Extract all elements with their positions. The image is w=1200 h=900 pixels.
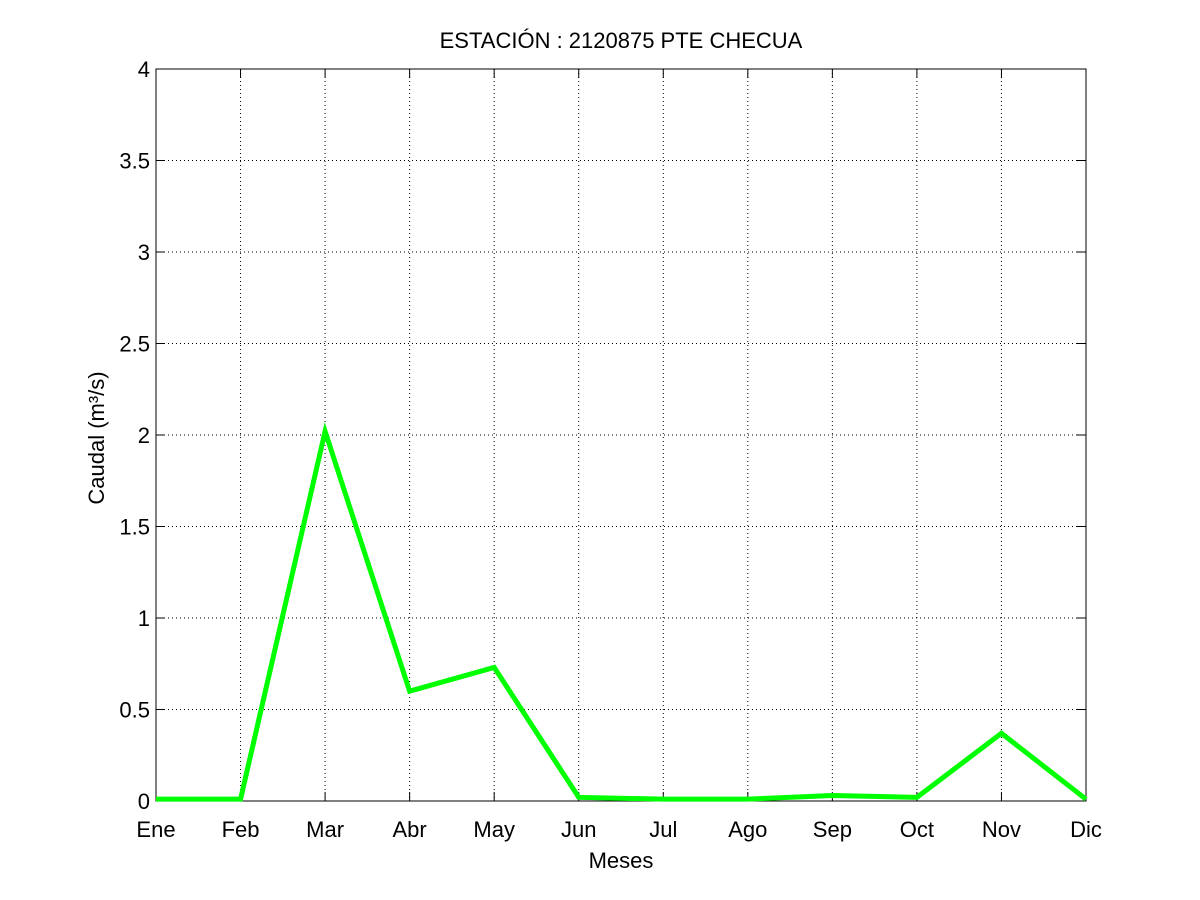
y-axis-label: Caudal (m³/s) [84,371,109,504]
y-tick-label: 2.5 [119,332,150,357]
y-tick-label: 1 [138,606,150,631]
x-tick-label: Mar [306,817,344,842]
x-tick-label: Sep [813,817,852,842]
x-axis-label: Meses [589,848,654,873]
x-tick-label: Jun [561,817,596,842]
y-tick-label: 0.5 [119,698,150,723]
x-tick-label: Oct [900,817,934,842]
x-tick-label: Dic [1070,817,1102,842]
x-tick-label: Jul [649,817,677,842]
series-group [156,421,1088,802]
x-tick-label: Feb [222,817,260,842]
x-tick-label: Nov [982,817,1021,842]
grid [156,69,1086,801]
y-tick-label: 2 [138,423,150,448]
tick-labels: Ene Feb Mar Abr May Jun Jul Ago Sep Oct Nov Dic 0 0.5… [119,57,1101,842]
y-tick-label: 3 [138,240,150,265]
x-tick-label: Ago [728,817,767,842]
y-tick-label: 0 [138,789,150,814]
y-tick-label: 4 [138,57,150,82]
x-tick-label: Abr [393,817,427,842]
chart-title: ESTACIÓN : 2120875 PTE CHECUA [440,28,803,53]
series-line [156,421,1088,802]
x-tick-label: May [473,817,515,842]
y-tick-label: 1.5 [119,515,150,540]
x-tick-label: Ene [136,817,175,842]
y-tick-label: 3.5 [119,149,150,174]
